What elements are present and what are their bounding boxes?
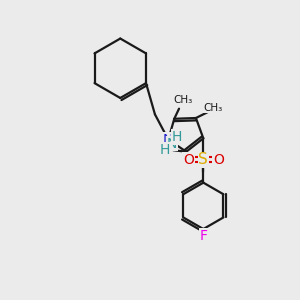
- Text: H: H: [172, 130, 182, 144]
- Text: O: O: [213, 153, 224, 167]
- Text: CH₃: CH₃: [174, 95, 193, 105]
- Text: N: N: [167, 137, 177, 151]
- Text: CH₃: CH₃: [203, 103, 223, 113]
- Text: F: F: [199, 229, 207, 243]
- Text: H: H: [160, 142, 170, 157]
- Text: O: O: [183, 153, 194, 167]
- Text: S: S: [199, 152, 208, 167]
- Text: N: N: [163, 133, 173, 147]
